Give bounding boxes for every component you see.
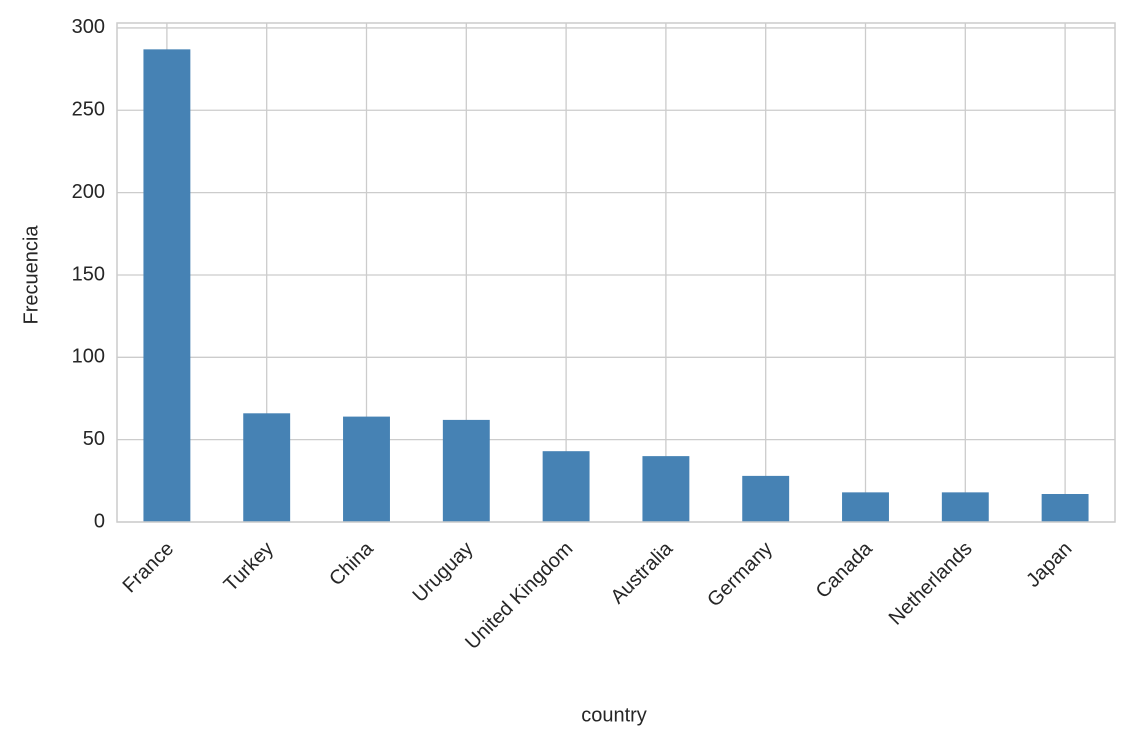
bar xyxy=(941,492,989,522)
y-axis-label: Frecuencia xyxy=(20,225,42,325)
bar xyxy=(842,492,889,522)
x-tick-label: France xyxy=(119,538,179,598)
bar xyxy=(343,416,390,522)
y-tick-label: 0 xyxy=(94,510,105,532)
y-tick-label: 300 xyxy=(72,16,105,38)
bar xyxy=(442,419,490,522)
bar xyxy=(243,413,291,522)
bar xyxy=(542,451,590,522)
x-tick-label: China xyxy=(325,537,378,590)
x-tick-label: United Kingdom xyxy=(461,538,577,654)
y-tick-label: 200 xyxy=(72,181,105,203)
x-tick-label: Japan xyxy=(1022,538,1076,592)
bar xyxy=(742,475,790,522)
x-tick-label: Australia xyxy=(607,537,678,608)
y-tick-label: 250 xyxy=(72,99,105,121)
x-tick-label: Canada xyxy=(812,537,878,603)
bar xyxy=(1041,494,1089,522)
bar xyxy=(143,49,191,523)
y-tick-label: 100 xyxy=(72,346,105,368)
x-tick-label: Uruguay xyxy=(409,538,478,607)
x-tick-label: Turkey xyxy=(220,538,278,596)
plot-frame xyxy=(116,22,1116,523)
x-axis-label: country xyxy=(581,704,647,726)
x-tick-label: Germany xyxy=(703,538,777,612)
bar xyxy=(642,456,690,522)
y-tick-label: 150 xyxy=(72,263,105,285)
y-tick-label: 50 xyxy=(83,428,105,450)
x-tick-label: Netherlands xyxy=(885,538,977,630)
